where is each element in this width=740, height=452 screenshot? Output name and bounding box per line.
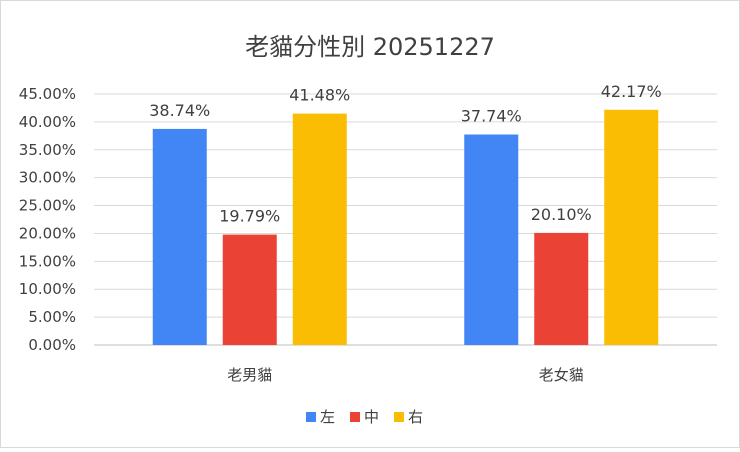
legend: 左中右 (306, 408, 423, 426)
y-tick-label: 5.00% (28, 308, 76, 326)
x-axis-categories: 老男貓 老女貓 (227, 366, 584, 384)
bars (152, 109, 659, 345)
bar-中-老男貓 (222, 234, 277, 345)
bar-左-老男貓 (152, 128, 207, 345)
y-tick-label: 10.00% (19, 280, 76, 298)
y-tick-label: 45.00% (19, 85, 76, 103)
legend-swatch (394, 412, 404, 422)
bar-右-老女貓 (604, 109, 659, 345)
legend-swatch (350, 412, 360, 422)
y-tick-label: 30.00% (19, 169, 76, 187)
y-tick-label: 20.00% (19, 224, 76, 242)
data-label: 19.79% (219, 207, 280, 226)
bar-右-老男貓 (292, 113, 347, 345)
y-tick-label: 15.00% (19, 252, 76, 270)
data-label: 41.48% (289, 86, 350, 105)
y-tick-label: 25.00% (19, 197, 76, 215)
y-axis-ticks: 0.00% 5.00% 10.00% 15.00% 20.00% 25.00% 30.00%… (19, 85, 76, 354)
y-tick-label: 0.00% (28, 336, 76, 354)
y-tick-label: 35.00% (19, 141, 76, 159)
data-label: 42.17% (601, 82, 662, 101)
x-category-label: 老男貓 (227, 366, 272, 384)
data-label: 20.10% (531, 205, 592, 224)
legend-label: 右 (408, 408, 423, 426)
data-labels: 38.74% 19.79% 41.48% 37.74% 20.10% 42.17% (149, 82, 662, 226)
data-label: 37.74% (461, 106, 522, 125)
bar-中-老女貓 (534, 232, 589, 345)
x-category-label: 老女貓 (539, 366, 584, 384)
legend-swatch (306, 412, 316, 422)
legend-label: 左 (320, 408, 335, 426)
data-label: 38.74% (149, 101, 210, 120)
bar-左-老女貓 (464, 134, 519, 345)
chart-title: 老貓分性別 20251227 (245, 33, 495, 61)
legend-label: 中 (364, 408, 379, 426)
y-tick-label: 40.00% (19, 113, 76, 131)
